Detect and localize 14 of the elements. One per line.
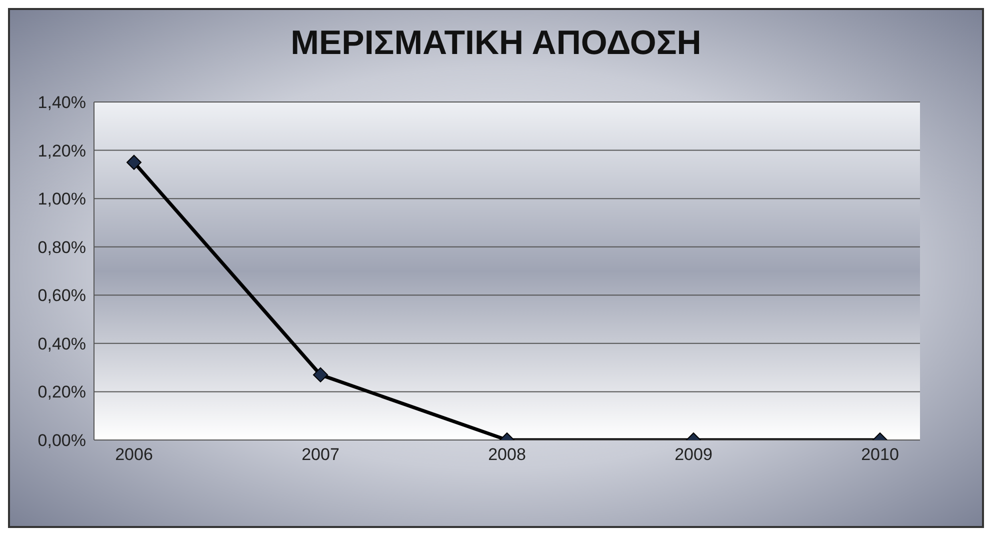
x-tick-label: 2010 (861, 445, 899, 464)
y-tick-label: 1,20% (38, 141, 86, 160)
chart-title: ΜΕΡΙΣΜΑΤΙΚΗ ΑΠΟΔΟΣΗ (290, 24, 702, 63)
y-tick-label: 0,00% (38, 431, 86, 450)
y-tick-label: 0,40% (38, 334, 86, 354)
x-tick-label: 2006 (115, 445, 153, 464)
y-tick-label: 0,60% (38, 286, 86, 306)
x-tick-label: 2009 (674, 445, 712, 464)
y-tick-label: 1,40% (38, 93, 86, 112)
y-tick-label: 1,00% (38, 190, 86, 209)
y-tick-label: 0,20% (38, 382, 86, 402)
y-tick-label: 0,80% (38, 238, 86, 257)
x-tick-label: 2007 (302, 445, 340, 464)
x-tick-label: 2008 (488, 445, 526, 464)
